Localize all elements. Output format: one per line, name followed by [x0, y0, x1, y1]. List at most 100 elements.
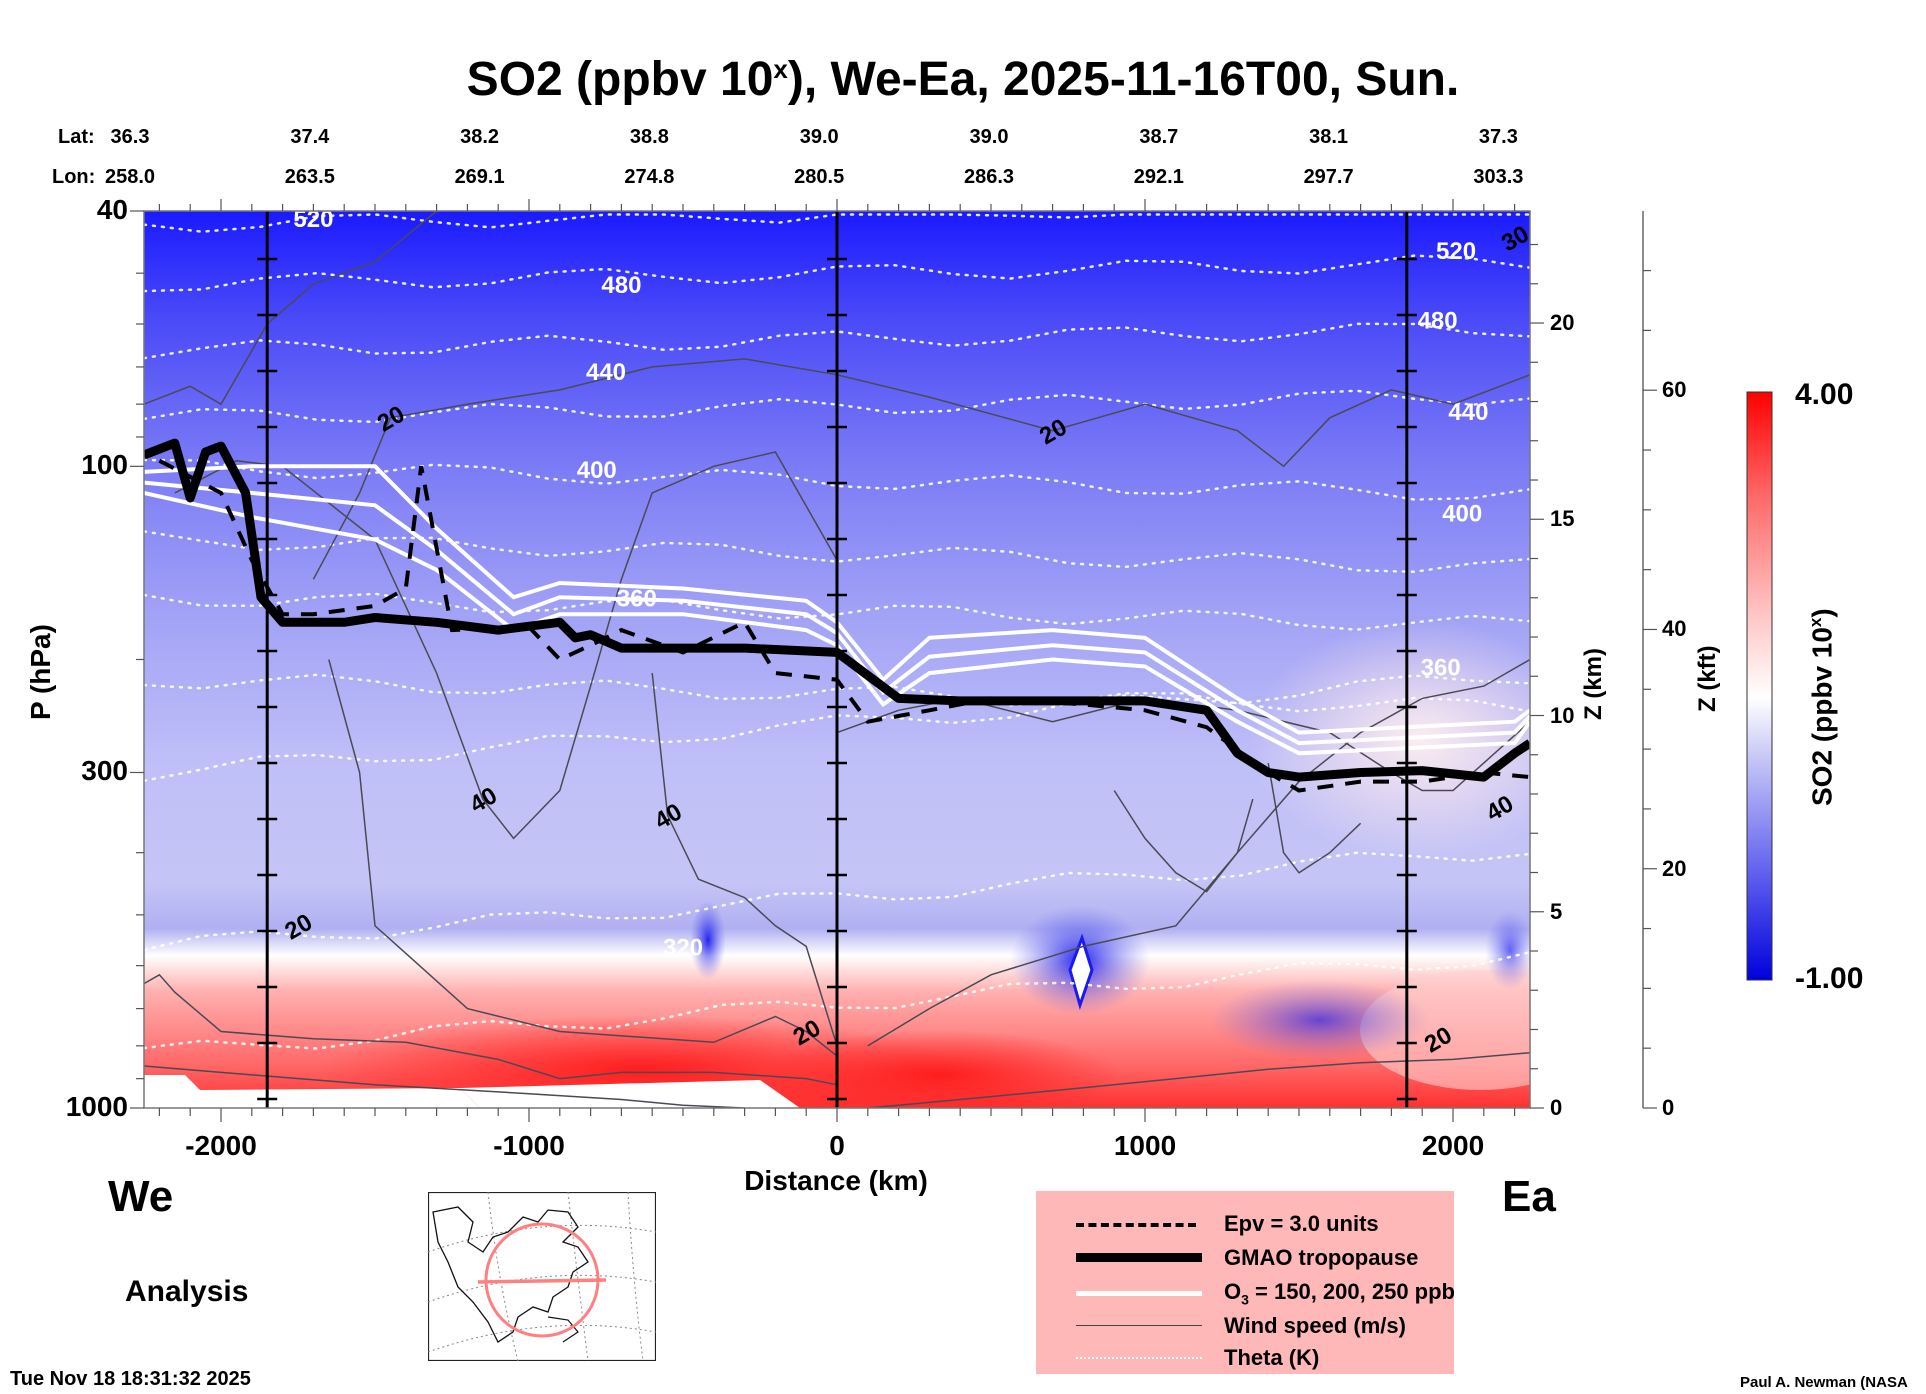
- title-text: SO2 (ppbv 10: [466, 53, 774, 106]
- axis-ticks: [130, 199, 1544, 1122]
- colorbar-title-text: SO2 (ppbv 10: [1806, 627, 1838, 806]
- lon-value: 274.8: [624, 166, 675, 188]
- theta-contour-label: 360: [1421, 654, 1461, 681]
- theta-contour-line: [144, 254, 1530, 293]
- theta-contour-label: 400: [577, 457, 617, 484]
- z-km-tick-label: 5: [1550, 898, 1563, 924]
- z-kft-ticks: [1643, 269, 1657, 1109]
- theta-contour-line: [144, 851, 1530, 952]
- wind-speed-contours: [144, 211, 1530, 1108]
- legend-sample-dotted: [1076, 1357, 1202, 1359]
- lon-row: Lon: 258.0 263.5 269.1 274.8 280.5 286.3 292.1…: [0, 166, 1926, 192]
- pressure-tick-label: 100: [81, 449, 128, 481]
- vertical-markers: [257, 211, 1417, 1108]
- z-km-axis-label: Z (km): [1580, 648, 1607, 720]
- z-km-tick-label: 15: [1550, 506, 1575, 532]
- theta-contour-label: 520: [293, 206, 333, 233]
- legend-sample-white: [1076, 1291, 1202, 1296]
- distance-tick-label: -1000: [493, 1130, 565, 1161]
- z-km-tick-label: 0: [1550, 1095, 1563, 1120]
- title-superscript: x: [773, 54, 788, 84]
- inset-map-transect-line: [477, 1278, 607, 1284]
- legend-item-theta: Theta (K): [1036, 1341, 1454, 1375]
- lon-value: 297.7: [1303, 166, 1354, 188]
- east-label: Ea: [1502, 1172, 1556, 1221]
- tropopause-path: [144, 438, 1530, 782]
- pressure-tick-label: 40: [96, 194, 128, 225]
- legend-label: O3 = 150, 200, 250 ppb: [1224, 1279, 1455, 1307]
- so2-field-blue-edge: [1485, 910, 1530, 990]
- lat-value: 39.0: [969, 126, 1009, 148]
- wind-contour-line: [651, 673, 838, 1047]
- colorbar-title-suffix: ): [1806, 608, 1838, 618]
- wind-contour-line: [144, 973, 838, 1086]
- z-km-tick-label: 10: [1550, 702, 1575, 728]
- theta-contour-label: 400: [1442, 500, 1482, 527]
- so2-field-red-core-east: [760, 1030, 1120, 1108]
- product-label: Analysis: [125, 1275, 249, 1308]
- legend-item-wind: Wind speed (m/s): [1036, 1309, 1454, 1343]
- theta-contour-label: 440: [586, 359, 626, 386]
- lat-label: Lat:: [58, 126, 95, 148]
- inset-map-coastline: [432, 1206, 589, 1343]
- legend: Epv = 3.0 units GMAO tropopause O3 = 150…: [1036, 1191, 1455, 1375]
- legend-sample-thick: [1076, 1253, 1202, 1262]
- wind-contour-line: [312, 358, 1530, 580]
- legend-sample-dashed: [1076, 1223, 1196, 1227]
- wind-contour-line: [144, 1065, 745, 1108]
- legend-item-tropopause: GMAO tropopause: [1036, 1241, 1454, 1275]
- legend-label-o: O: [1224, 1279, 1242, 1304]
- z-km-tick-label: 20: [1550, 310, 1575, 336]
- lon-value: 269.1: [454, 166, 505, 188]
- colorbar-title-sup: x: [1806, 617, 1825, 628]
- z-kft-tick-label: 20: [1662, 855, 1687, 881]
- lat-value: 37.3: [1478, 126, 1518, 148]
- x-axis-label: Distance (km): [744, 1165, 928, 1196]
- wind-contour-line: [1267, 762, 1362, 874]
- theta-contour-label: 480: [1418, 307, 1458, 334]
- inset-map-graticule: [428, 1192, 656, 1361]
- colorbar-title: SO2 (ppbv 10x): [1806, 608, 1838, 806]
- wind-contour-line: [328, 659, 838, 1057]
- y-axis-label: P (hPa): [25, 624, 56, 720]
- so2-field-white-notch: [1068, 933, 1094, 1011]
- tropopause-line: [144, 438, 1530, 782]
- west-label: We: [108, 1172, 174, 1221]
- lat-row: Lat: 36.3 37.4 38.2 38.8 39.0 39.0 38.7 38.1 37.…: [0, 126, 1926, 152]
- title-suffix: ), We-Ea, 2025-11-16T00, Sun.: [787, 53, 1460, 106]
- z-kft-axis-label: Z (kft): [1694, 645, 1721, 712]
- theta-contour-line: [144, 322, 1530, 360]
- theta-contour-line: [144, 673, 1530, 713]
- lon-value: 292.1: [1133, 166, 1184, 188]
- colorbar: [1746, 391, 1773, 981]
- wind-contour-line: [867, 1051, 1530, 1108]
- pressure-tick-label: 300: [81, 755, 128, 787]
- lat-value: 38.2: [460, 126, 500, 148]
- inset-map: [428, 1192, 656, 1361]
- z-kft-tick-label: 0: [1662, 1095, 1675, 1120]
- legend-sample-thin: [1076, 1325, 1202, 1326]
- lat-value: 39.0: [799, 126, 839, 148]
- lat-value: 37.4: [290, 126, 330, 148]
- lon-value: 280.5: [794, 166, 845, 188]
- colorbar-max-label: 4.00: [1795, 378, 1854, 411]
- theta-contour-line: [144, 458, 1530, 501]
- lat-value: 36.3: [110, 126, 150, 148]
- distance-tick-label: 2000: [1421, 1130, 1485, 1161]
- distance-tick-label: 1000: [1113, 1130, 1177, 1161]
- theta-contour-label: 440: [1448, 399, 1488, 426]
- wind-contour-line: [174, 451, 838, 840]
- terrain-mid: [460, 1080, 800, 1108]
- lat-value: 38.8: [629, 126, 669, 148]
- legend-label: Theta (K): [1224, 1345, 1320, 1370]
- legend-label: Epv = 3.0 units: [1224, 1211, 1379, 1236]
- chart-title: SO2 (ppbv 10x), We-Ea, 2025-11-16T00, Su…: [0, 52, 1926, 107]
- theta-contour-label: 520: [1436, 238, 1476, 265]
- theta-contour-label: 320: [663, 934, 703, 961]
- lon-label: Lon:: [52, 166, 96, 188]
- legend-item-epv: Epv = 3.0 units: [1036, 1207, 1454, 1241]
- so2-field-blue-min-east: [1210, 980, 1430, 1060]
- lon-value: 258.0: [104, 166, 156, 188]
